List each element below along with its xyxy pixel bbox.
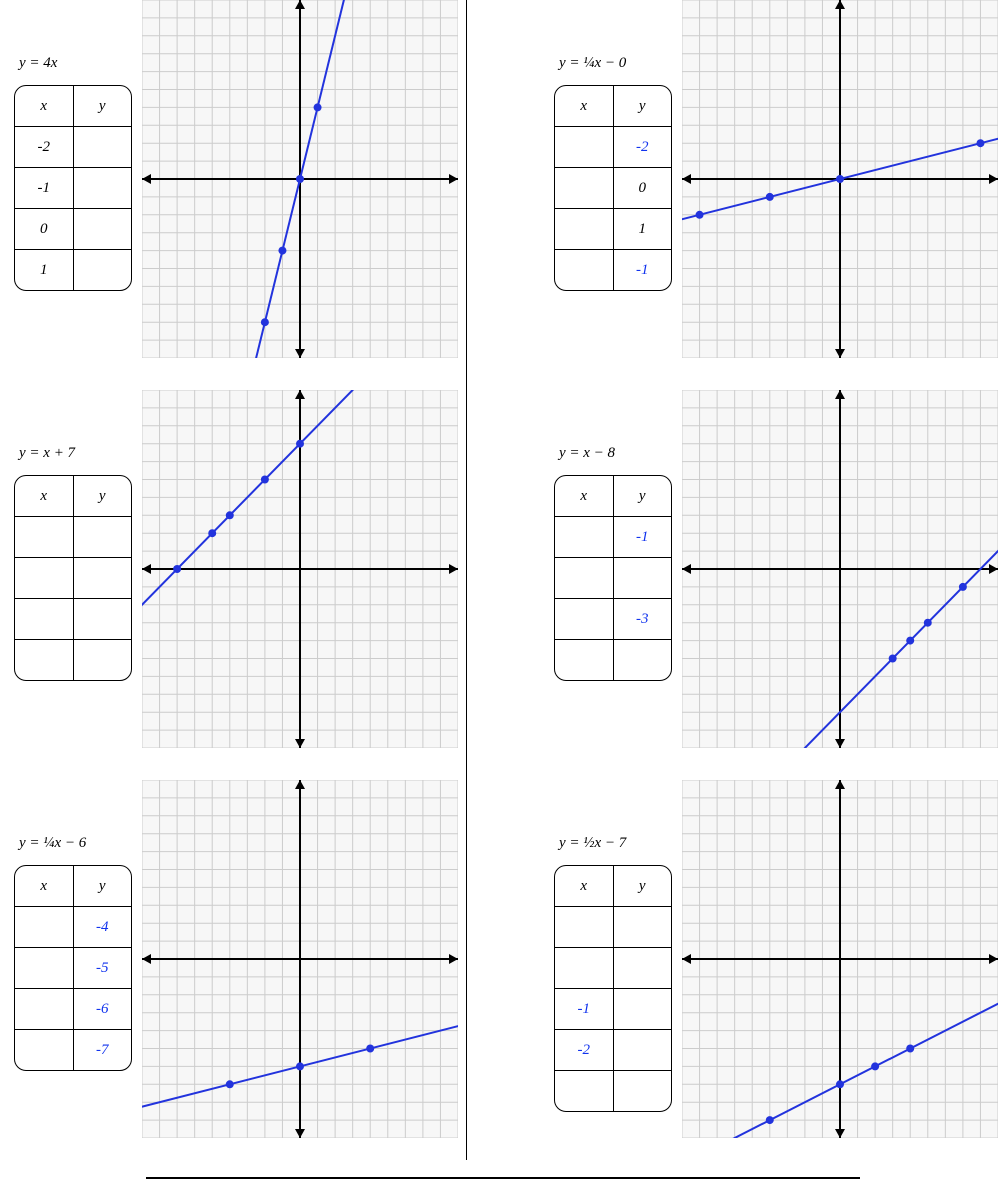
table-cell-x: -2 bbox=[15, 127, 73, 168]
table-cell-y: 0 bbox=[613, 168, 671, 209]
table-cell-x: 0 bbox=[15, 209, 73, 250]
equation-label: y = ¼x − 6 bbox=[19, 835, 86, 852]
table-cell-x bbox=[555, 250, 613, 291]
table-header-y: y bbox=[73, 476, 131, 517]
table-cell-x bbox=[555, 640, 613, 681]
table-header-y: y bbox=[73, 86, 131, 127]
worksheet-page: y = 4x xy-2-101 y = ¼x − 0 xy-201-1 y = … bbox=[0, 0, 1007, 1190]
panel-p2: y = ¼x − 0 xy-201-1 bbox=[545, 0, 1005, 385]
table-cell-x: 1 bbox=[15, 250, 73, 291]
table-cell-y bbox=[73, 209, 131, 250]
table-cell-x bbox=[555, 907, 613, 948]
table-cell-y: -5 bbox=[73, 948, 131, 989]
table-cell-y bbox=[613, 907, 671, 948]
table-cell-y bbox=[613, 989, 671, 1030]
graph bbox=[682, 780, 998, 1143]
xy-table: xy -1-2 bbox=[554, 865, 672, 1112]
table-cell-x: -2 bbox=[555, 1030, 613, 1071]
table-header-y: y bbox=[613, 866, 671, 907]
table-cell-x: -1 bbox=[555, 989, 613, 1030]
equation-label: y = x − 8 bbox=[559, 445, 615, 462]
table-cell-x bbox=[15, 948, 73, 989]
table-cell-y bbox=[73, 558, 131, 599]
table-cell-x bbox=[555, 599, 613, 640]
table-header-x: x bbox=[555, 86, 613, 127]
table-cell-y bbox=[613, 1071, 671, 1112]
graph bbox=[682, 390, 998, 753]
equation-label: y = ½x − 7 bbox=[559, 835, 626, 852]
xy-table: xy-2-101 bbox=[14, 85, 132, 291]
table-cell-y bbox=[73, 127, 131, 168]
table-cell-x bbox=[555, 209, 613, 250]
xy-table: xy bbox=[14, 475, 132, 681]
table-header-y: y bbox=[613, 476, 671, 517]
table-cell-y bbox=[73, 599, 131, 640]
table-cell-y: -1 bbox=[613, 250, 671, 291]
table-cell-x bbox=[555, 1071, 613, 1112]
table-cell-y bbox=[613, 948, 671, 989]
table-header-x: x bbox=[15, 866, 73, 907]
equation-label: y = ¼x − 0 bbox=[559, 55, 626, 72]
table-cell-y: -3 bbox=[613, 599, 671, 640]
table-header-x: x bbox=[15, 86, 73, 127]
panel-p4: y = x − 8 xy-1 -3 bbox=[545, 390, 1005, 775]
equation-label: y = x + 7 bbox=[19, 445, 75, 462]
table-cell-x bbox=[15, 517, 73, 558]
table-cell-x bbox=[555, 948, 613, 989]
bottom-line bbox=[146, 1177, 860, 1179]
table-cell-x bbox=[15, 558, 73, 599]
xy-table: xy-4-5-6-7 bbox=[14, 865, 132, 1071]
xy-table: xy-201-1 bbox=[554, 85, 672, 291]
table-cell-y: -7 bbox=[73, 1030, 131, 1071]
table-cell-y bbox=[613, 640, 671, 681]
equation-label: y = 4x bbox=[19, 55, 57, 72]
graph bbox=[142, 0, 458, 363]
table-cell-x bbox=[15, 640, 73, 681]
xy-table: xy-1 -3 bbox=[554, 475, 672, 681]
table-cell-x: -1 bbox=[15, 168, 73, 209]
table-header-y: y bbox=[73, 866, 131, 907]
table-cell-x bbox=[15, 599, 73, 640]
table-cell-y bbox=[73, 640, 131, 681]
table-cell-x bbox=[555, 558, 613, 599]
table-cell-y bbox=[613, 558, 671, 599]
panel-p6: y = ½x − 7 xy -1-2 bbox=[545, 780, 1005, 1165]
table-cell-y: 1 bbox=[613, 209, 671, 250]
table-cell-x bbox=[15, 1030, 73, 1071]
table-cell-y bbox=[73, 168, 131, 209]
table-cell-y bbox=[73, 250, 131, 291]
table-header-x: x bbox=[555, 866, 613, 907]
vertical-divider bbox=[466, 0, 467, 1160]
graph bbox=[682, 0, 998, 363]
table-cell-y: -4 bbox=[73, 907, 131, 948]
table-cell-y: -2 bbox=[613, 127, 671, 168]
table-header-y: y bbox=[613, 86, 671, 127]
table-cell-y: -6 bbox=[73, 989, 131, 1030]
table-cell-y bbox=[73, 517, 131, 558]
table-header-x: x bbox=[15, 476, 73, 517]
graph bbox=[142, 780, 458, 1143]
table-cell-x bbox=[15, 989, 73, 1030]
table-cell-y bbox=[613, 1030, 671, 1071]
table-cell-x bbox=[555, 127, 613, 168]
table-cell-y: -1 bbox=[613, 517, 671, 558]
graph bbox=[142, 390, 458, 753]
table-cell-x bbox=[555, 517, 613, 558]
table-cell-x bbox=[555, 168, 613, 209]
panel-p3: y = x + 7 xy bbox=[5, 390, 465, 775]
panel-p1: y = 4x xy-2-101 bbox=[5, 0, 465, 385]
table-cell-x bbox=[15, 907, 73, 948]
table-header-x: x bbox=[555, 476, 613, 517]
panel-p5: y = ¼x − 6 xy-4-5-6-7 bbox=[5, 780, 465, 1165]
